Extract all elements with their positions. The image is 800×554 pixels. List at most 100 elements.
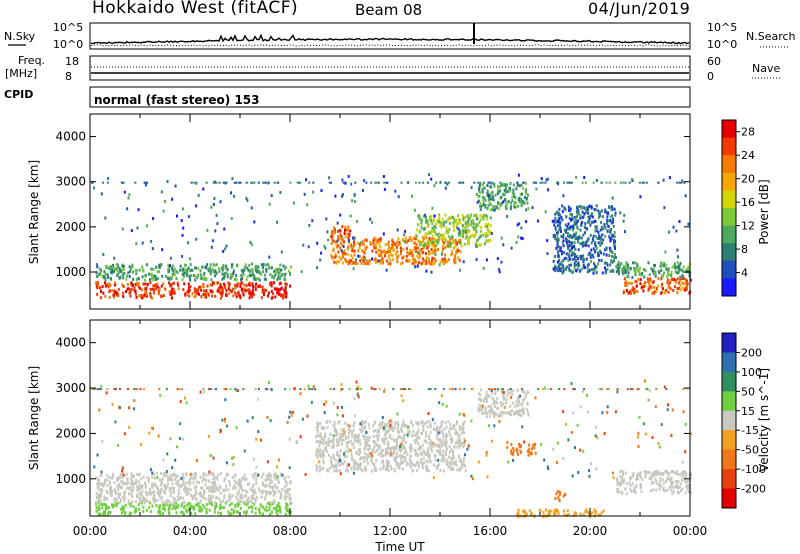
echo-cell bbox=[642, 282, 645, 286]
y-tick-label: 3000 bbox=[55, 175, 86, 189]
echo-cell bbox=[265, 492, 268, 496]
echo-cell bbox=[252, 293, 255, 296]
echo-cell bbox=[580, 254, 583, 258]
echo-cell bbox=[402, 455, 405, 459]
echo-cell bbox=[330, 456, 333, 460]
echo-cell bbox=[371, 454, 374, 458]
echo-cell bbox=[394, 421, 397, 425]
echo-cell bbox=[320, 189, 323, 192]
echo-cell bbox=[119, 492, 122, 496]
echo-cell bbox=[279, 191, 282, 194]
echo-cell bbox=[395, 444, 398, 448]
echo-cell bbox=[220, 500, 222, 504]
echo-cell bbox=[554, 269, 557, 273]
echo-cell bbox=[579, 269, 581, 273]
echo-cell bbox=[562, 244, 565, 248]
echo-cell bbox=[468, 242, 471, 245]
echo-cell bbox=[353, 459, 356, 463]
echo-cell bbox=[541, 181, 544, 184]
echo-cell bbox=[360, 467, 363, 471]
echo-cell bbox=[356, 468, 359, 471]
echo-cell bbox=[676, 472, 679, 476]
echo-cell bbox=[452, 229, 455, 233]
echo-cell bbox=[316, 266, 319, 270]
echo-cell bbox=[374, 441, 377, 445]
echo-cell bbox=[429, 215, 432, 219]
echo-cell bbox=[316, 440, 319, 443]
echo-cell bbox=[96, 482, 99, 486]
echo-cell bbox=[671, 277, 674, 281]
echo-cell bbox=[269, 485, 272, 489]
echo-cell bbox=[384, 431, 387, 435]
echo-cell bbox=[132, 277, 135, 281]
echo-cell bbox=[188, 482, 191, 486]
echo-cell bbox=[392, 452, 395, 455]
echo-cell bbox=[681, 286, 684, 290]
echo-cell bbox=[315, 452, 318, 456]
echo-cell bbox=[167, 277, 170, 281]
echo-cell bbox=[416, 223, 419, 227]
echo-cell bbox=[451, 251, 453, 255]
echo-cell bbox=[215, 263, 218, 267]
echo-cell bbox=[345, 469, 348, 473]
echo-cell bbox=[242, 273, 245, 277]
echo-cell bbox=[238, 478, 241, 482]
echo-cell bbox=[251, 485, 254, 489]
echo-cell bbox=[222, 264, 225, 268]
echo-cell bbox=[271, 275, 274, 279]
echo-cell bbox=[488, 414, 491, 418]
echo-cell bbox=[454, 220, 457, 224]
echo-cell bbox=[171, 197, 174, 201]
echo-cell bbox=[602, 252, 605, 256]
echo-cell bbox=[152, 278, 155, 282]
echo-cell bbox=[281, 294, 284, 298]
echo-cell bbox=[441, 257, 444, 261]
echo-cell bbox=[479, 405, 482, 409]
echo-cell bbox=[112, 504, 115, 508]
echo-cell bbox=[606, 410, 609, 414]
echo-cell bbox=[394, 189, 397, 193]
echo-cell bbox=[410, 237, 413, 241]
echo-cell bbox=[385, 462, 388, 466]
echo-cell bbox=[251, 282, 254, 286]
echo-cell bbox=[578, 236, 581, 240]
echo-cell bbox=[597, 262, 599, 266]
echo-cell bbox=[489, 194, 492, 198]
echo-cell bbox=[436, 241, 439, 245]
echo-cell bbox=[280, 250, 283, 254]
echo-cell bbox=[637, 431, 640, 435]
echo-cell bbox=[243, 268, 246, 272]
echo-cell bbox=[276, 465, 279, 469]
echo-cell bbox=[662, 473, 665, 477]
echo-cell bbox=[444, 238, 447, 242]
echo-cell bbox=[633, 487, 636, 491]
echo-cell bbox=[604, 266, 606, 270]
echo-cell bbox=[355, 450, 358, 454]
echo-cell bbox=[428, 252, 430, 256]
echo-cell bbox=[578, 205, 581, 208]
power-ylabel: Slant Range [km] bbox=[27, 160, 41, 264]
echo-cell bbox=[364, 444, 367, 448]
echo-cell bbox=[681, 179, 684, 183]
echo-cell bbox=[562, 251, 565, 255]
echo-cell bbox=[474, 223, 476, 227]
echo-cell bbox=[588, 268, 591, 272]
echo-cell bbox=[189, 285, 192, 289]
echo-cell bbox=[103, 270, 106, 274]
echo-cell bbox=[352, 244, 355, 248]
echo-cell bbox=[383, 433, 386, 437]
echo-cell bbox=[482, 202, 485, 206]
echo-cell bbox=[488, 201, 491, 205]
echo-cell bbox=[223, 494, 226, 498]
echo-cell bbox=[442, 236, 445, 240]
echo-cell bbox=[418, 214, 421, 218]
echo-cell bbox=[319, 422, 322, 425]
echo-cell bbox=[367, 261, 370, 265]
echo-cell bbox=[476, 217, 479, 221]
echo-cell bbox=[178, 437, 181, 440]
echo-cell bbox=[210, 245, 213, 249]
echo-cell bbox=[641, 477, 644, 481]
echo-cell bbox=[336, 239, 339, 243]
echo-cell bbox=[199, 499, 202, 503]
echo-cell bbox=[509, 404, 512, 408]
